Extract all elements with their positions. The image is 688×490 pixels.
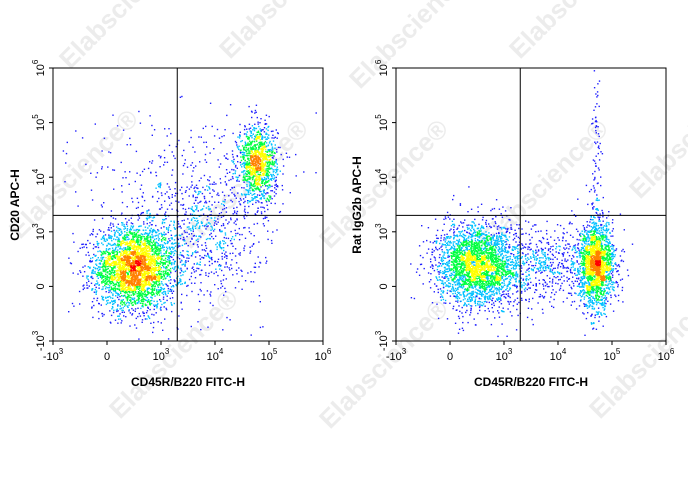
x-tick-label: 104 — [550, 347, 567, 363]
y-axis-title: Rat IgG2b APC-H — [350, 156, 364, 254]
y-tick-label: 0 — [35, 283, 47, 289]
watermark-text: Elabscience® — [313, 293, 454, 434]
quadrant-gate — [53, 68, 323, 341]
plot-frame — [52, 67, 324, 342]
watermark-text: Elabscience® — [343, 0, 484, 94]
x-tick-label: 105 — [261, 347, 278, 363]
watermark-text: Elabscience® — [623, 63, 688, 204]
scatter-panel-isotype: -103 0 103 104 105 106 -103 0 103 104 105 106 CD45… — [350, 59, 675, 389]
y-tick-label: 105 — [31, 114, 47, 131]
y-tick-label: 105 — [374, 114, 390, 131]
x-axis-ticks: -103 0 103 104 105 106 — [386, 341, 675, 363]
watermark-layer: Elabscience®Elabscience® Elabscience®Elab… — [3, 0, 688, 434]
x-axis-ticks: -103 0 103 104 105 106 — [43, 341, 332, 363]
x-tick-label: 103 — [153, 347, 170, 363]
scatter-panel-cd20: -103 0 103 104 105 106 -103 0 103 104 105 106 CD45… — [8, 59, 332, 389]
watermark-text: Elabscience® — [213, 0, 354, 64]
x-tick-label: 104 — [207, 347, 224, 363]
y-tick-label: -103 — [374, 330, 390, 351]
x-axis-title: CD45R/B220 FITC-H — [131, 375, 245, 389]
x-tick-label: 0 — [104, 351, 110, 363]
plot-frame — [395, 67, 667, 342]
y-tick-label: 104 — [31, 168, 47, 185]
y-tick-label: -103 — [31, 330, 47, 351]
scatter-points — [62, 95, 317, 340]
y-axis-ticks: -103 0 103 104 105 106 — [374, 59, 396, 351]
y-axis-title: CD20 APC-H — [8, 169, 22, 241]
watermark-text: Elabscience® — [53, 0, 194, 74]
quadrant-gate — [396, 68, 666, 341]
x-tick-label: -103 — [43, 347, 64, 363]
y-tick-label: 103 — [374, 223, 390, 240]
y-tick-label: 106 — [374, 59, 390, 76]
watermark-text: Elabscience® — [503, 0, 644, 64]
x-tick-label: 106 — [315, 347, 332, 363]
y-tick-label: 103 — [31, 223, 47, 240]
x-tick-label: 103 — [496, 347, 513, 363]
y-tick-label: 106 — [31, 59, 47, 76]
y-tick-label: 104 — [374, 168, 390, 185]
x-tick-label: -103 — [386, 347, 407, 363]
watermark-text: Elabscience® — [173, 113, 314, 254]
x-tick-label: 0 — [447, 351, 453, 363]
y-axis-ticks: -103 0 103 104 105 106 — [31, 59, 53, 351]
x-tick-label: 106 — [658, 347, 675, 363]
y-tick-label: 0 — [378, 283, 390, 289]
x-tick-label: 105 — [604, 347, 621, 363]
x-axis-title: CD45R/B220 FITC-H — [474, 375, 588, 389]
scatter-points — [410, 70, 634, 338]
